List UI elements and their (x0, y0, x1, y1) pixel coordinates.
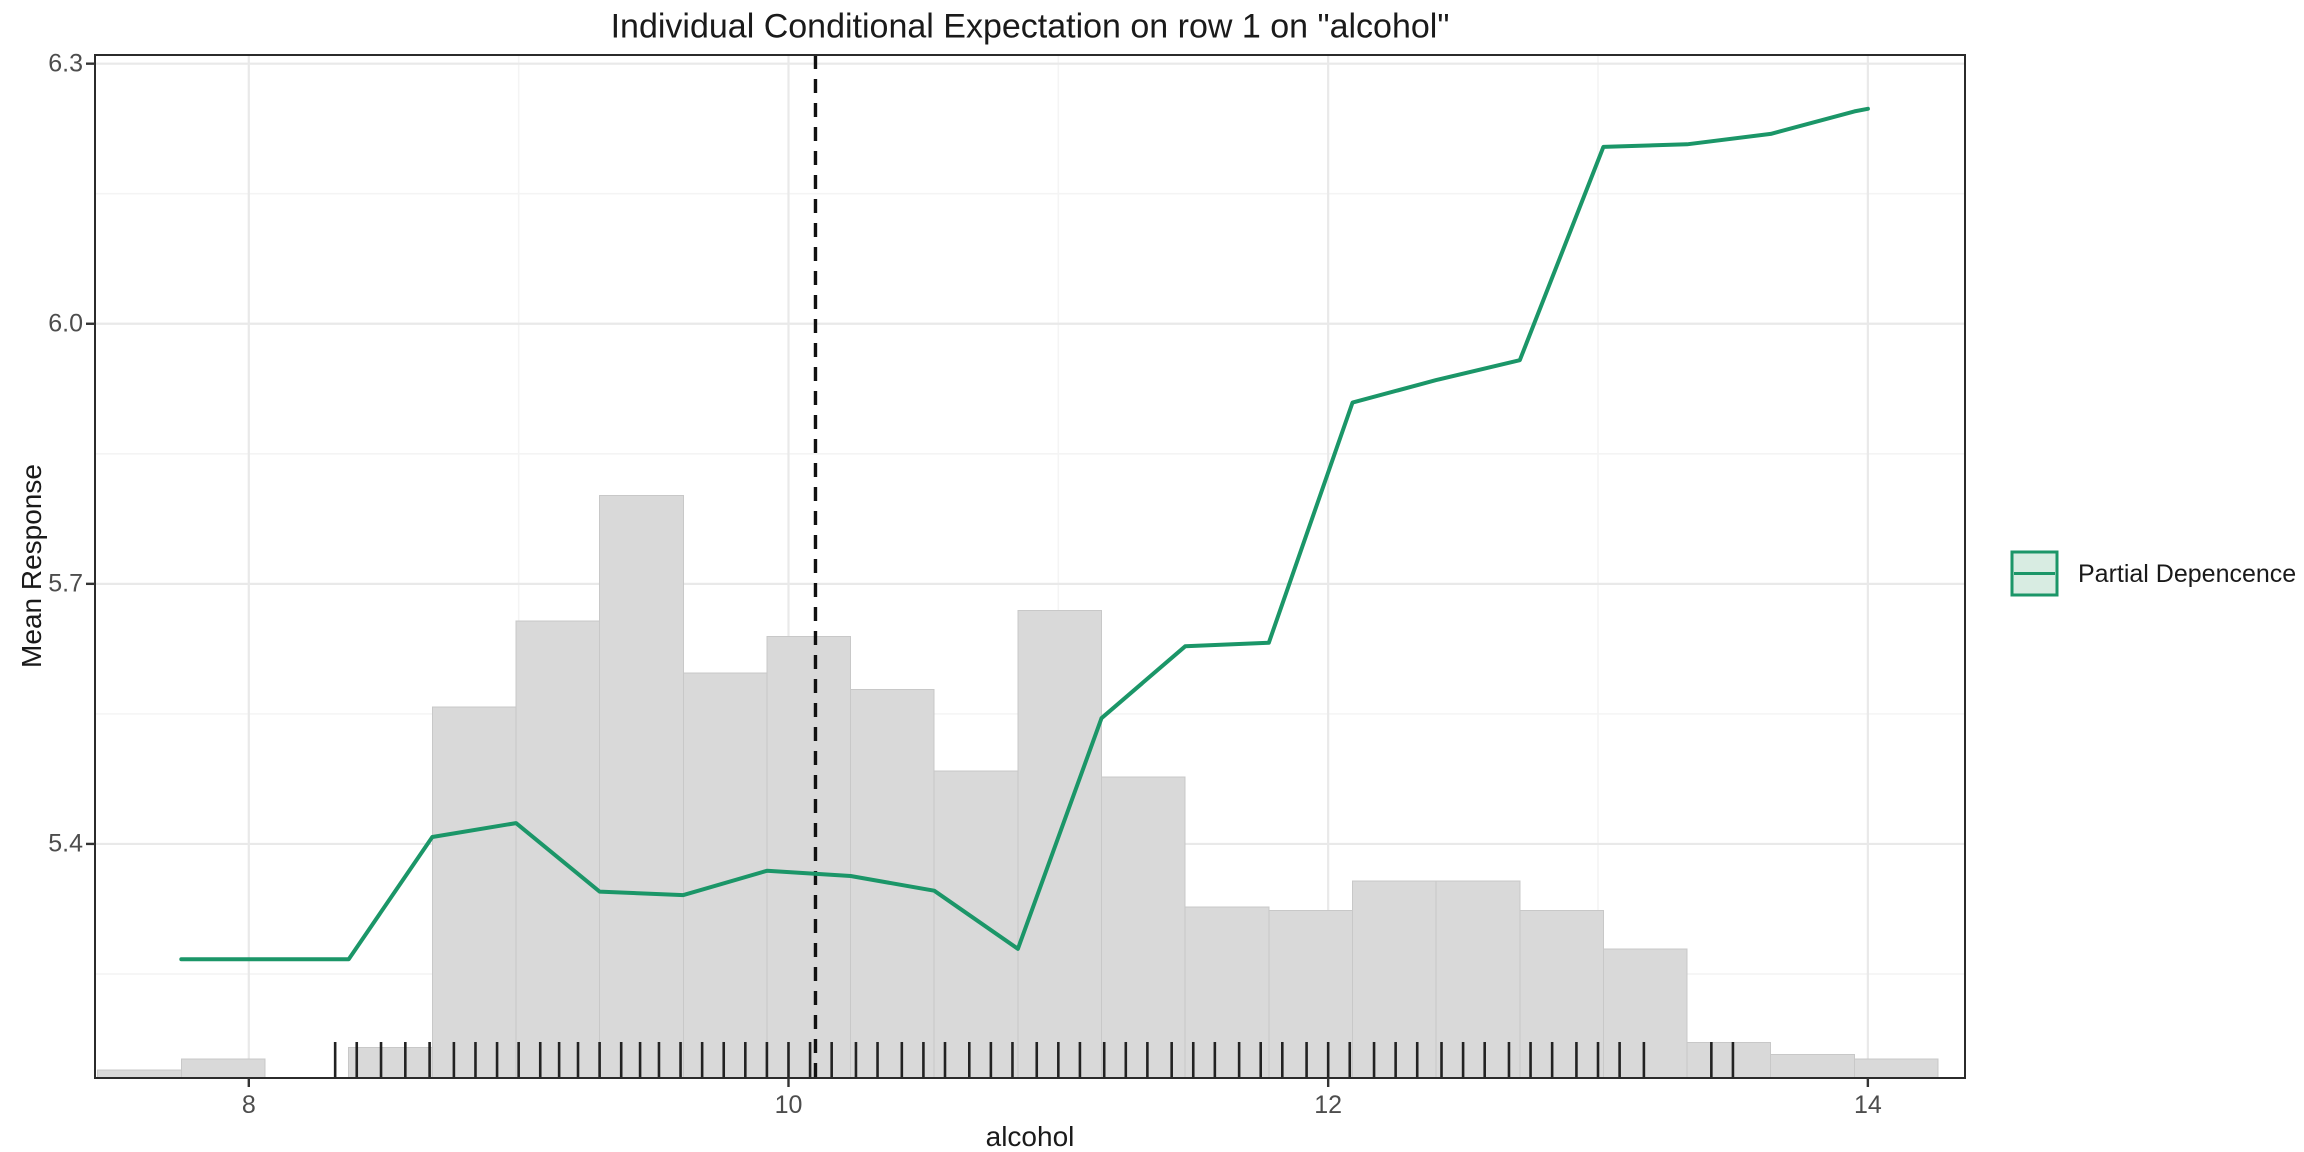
x-tick-label-10: 10 (774, 1091, 803, 1119)
histogram-bar (1351, 880, 1437, 1079)
histogram-bar (1017, 610, 1103, 1079)
legend-label-partial-dependence: Partial Depencence (2078, 559, 2297, 588)
histogram-bar (599, 494, 684, 1079)
x-axis-title: alcohol (985, 1121, 1075, 1152)
histogram-bar (431, 706, 517, 1079)
panel-border (94, 54, 1966, 1079)
chart-title: Individual Conditional Expectation on ro… (610, 7, 1450, 46)
histogram-bar (348, 1047, 433, 1079)
y-tick-label-6.0: 6.0 (48, 309, 83, 338)
histogram-bar (1435, 880, 1521, 1079)
histogram-bar (766, 636, 852, 1079)
histogram-bar (1101, 776, 1186, 1079)
histogram-bar (1602, 948, 1688, 1079)
x-tick-label-12: 12 (1314, 1091, 1343, 1119)
y-axis-title: Mean Response (16, 464, 47, 668)
legend-key-partial-dependence (2010, 550, 2059, 597)
histogram-bar (180, 1058, 266, 1079)
histogram-bar (515, 620, 601, 1079)
y-tick-label-5.7: 5.7 (48, 569, 83, 598)
histogram-bar (1519, 910, 1604, 1079)
histogram-bar (1853, 1058, 1939, 1079)
histogram-bar (97, 1069, 182, 1079)
histogram-bar (1184, 906, 1270, 1079)
y-tick-label-6.3: 6.3 (48, 49, 83, 78)
histogram-bar (1686, 1041, 1772, 1079)
partial-dependence-line (179, 106, 1870, 962)
histogram-bar (933, 770, 1019, 1079)
x-tick-label-14: 14 (1853, 1091, 1882, 1119)
histogram-bar (1770, 1054, 1855, 1079)
legend: Partial Depencence (2010, 550, 2296, 598)
x-tick-label-8: 8 (241, 1091, 256, 1119)
y-tick-label-5.4: 5.4 (48, 829, 83, 858)
